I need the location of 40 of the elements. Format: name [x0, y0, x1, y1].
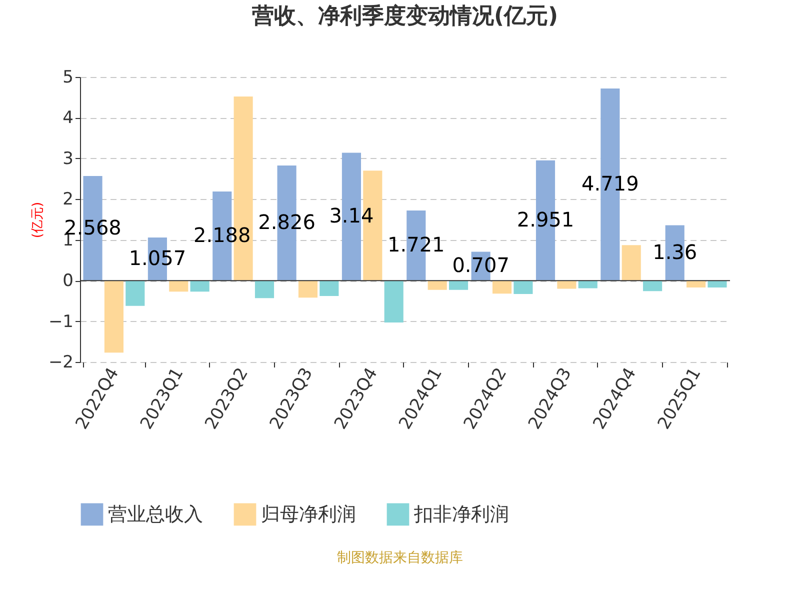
- bar: [643, 280, 662, 292]
- bar: [708, 280, 727, 288]
- bar: [428, 280, 447, 290]
- bar: [622, 245, 641, 281]
- data-label: 4.719: [582, 172, 639, 196]
- legend-label: 归母净利润: [261, 503, 356, 526]
- bar: [492, 280, 512, 294]
- data-label: 2.951: [516, 207, 574, 232]
- legend-label: 扣非净利润: [413, 503, 509, 526]
- chart-title: 营收、净利季度变动情况(亿元): [250, 3, 558, 29]
- bar: [190, 280, 210, 292]
- data-label: 0.707: [452, 253, 510, 278]
- y-tick-label: 0: [62, 271, 74, 292]
- bar: [448, 280, 468, 290]
- bar: [384, 280, 404, 323]
- bar: [320, 280, 339, 296]
- bar: [686, 280, 706, 288]
- legend-label: 营业总收入: [108, 503, 203, 526]
- data-label: 2.826: [258, 210, 316, 234]
- bar: [578, 280, 598, 288]
- y-tick-label: −1: [48, 312, 74, 332]
- data-label: 1.721: [388, 232, 445, 257]
- y-tick-label: −2: [48, 352, 74, 372]
- text: 制图数据来自数据库: [336, 549, 464, 567]
- bar: [169, 280, 188, 292]
- y-axis-title: (亿元): [30, 202, 46, 238]
- y-tick-label: 5: [62, 68, 74, 88]
- bar: [514, 280, 533, 294]
- bar: [298, 280, 318, 298]
- data-label: 1.36: [652, 240, 698, 264]
- data-label: 3.14: [329, 204, 374, 228]
- data-label: 1.057: [128, 246, 186, 270]
- bar: [104, 280, 124, 353]
- y-tick-label: 2: [62, 190, 74, 210]
- y-tick-label: 4: [62, 108, 74, 128]
- data-label: 2.188: [193, 223, 251, 248]
- bar: [254, 280, 274, 298]
- bar: [126, 280, 145, 306]
- bar: [557, 280, 576, 289]
- y-tick-label: 3: [62, 148, 74, 169]
